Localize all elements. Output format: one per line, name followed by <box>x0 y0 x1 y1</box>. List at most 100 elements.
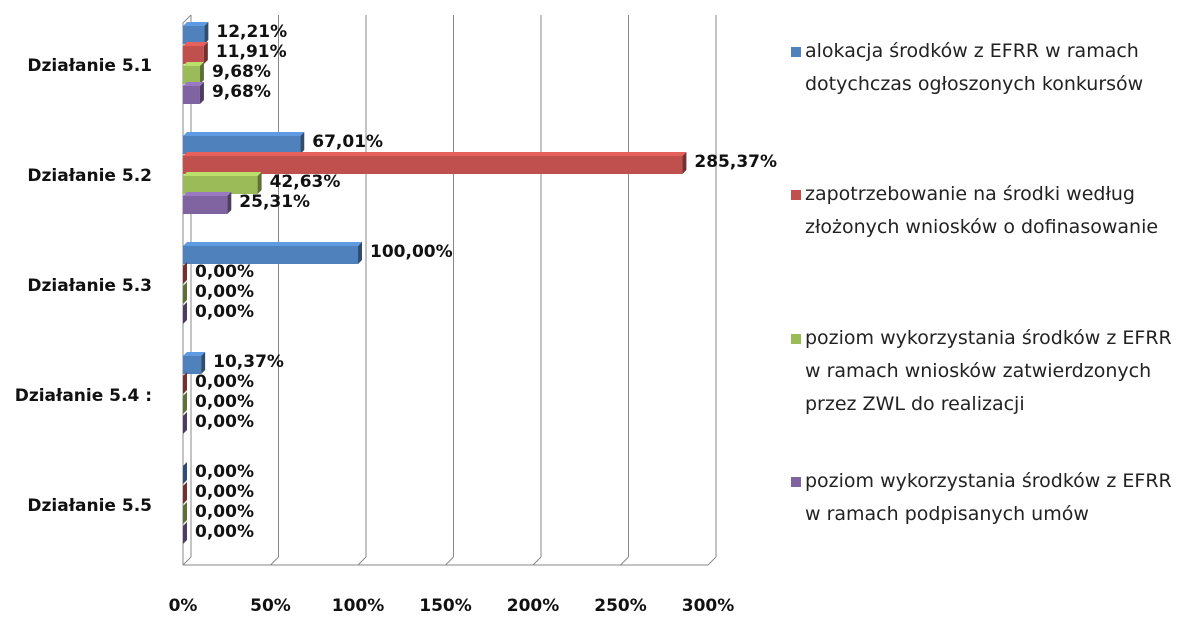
bar-top <box>183 172 262 176</box>
grid-floor <box>357 556 367 566</box>
x-tick-label: 0% <box>169 596 198 616</box>
bar-side <box>201 352 206 374</box>
bar-side <box>183 462 187 484</box>
legend-swatch <box>791 334 801 344</box>
bar-top <box>183 132 305 136</box>
grid-floor <box>707 556 717 566</box>
x-tick-label: 300% <box>682 596 735 616</box>
bar <box>183 132 305 154</box>
bar <box>183 522 187 544</box>
bar <box>183 42 208 64</box>
bar-top <box>183 352 206 356</box>
category-label: Działanie 5.4 : <box>15 386 152 406</box>
bar <box>183 412 187 434</box>
value-label: 0,00% <box>195 462 254 482</box>
bar-front <box>183 136 301 154</box>
value-label: 0,00% <box>195 372 254 392</box>
value-label: 0,00% <box>195 412 254 432</box>
legend-swatch <box>791 47 801 57</box>
grid-floor <box>532 556 542 566</box>
value-label: 11,91% <box>216 42 287 62</box>
bar-top <box>183 62 204 66</box>
bar-side <box>183 522 187 544</box>
bar <box>183 482 187 504</box>
bar <box>183 352 206 374</box>
bar-front <box>183 196 228 214</box>
legend-entry: poziom wykorzystania środków z EFRR w ra… <box>791 322 1190 421</box>
bar-side <box>199 82 204 104</box>
bar-side <box>203 42 208 64</box>
bar-side <box>183 412 187 434</box>
category-label: Działanie 5.2 <box>27 166 152 186</box>
axis-left-top <box>182 14 192 24</box>
value-label: 12,21% <box>216 22 287 42</box>
x-tick-label: 100% <box>332 596 385 616</box>
bar-side <box>257 172 262 194</box>
value-label: 0,00% <box>195 282 254 302</box>
value-label: 0,00% <box>195 392 254 412</box>
bar-front <box>183 66 200 84</box>
bar <box>183 282 187 304</box>
legend-label: alokacja środków z EFRR w ramach dotychc… <box>805 40 1144 95</box>
bar-side <box>183 482 187 504</box>
bar <box>183 502 187 524</box>
bar-side <box>183 392 187 414</box>
category-label: Działanie 5.5 <box>27 496 152 516</box>
legend-label: poziom wykorzystania środków z EFRR w ra… <box>805 470 1172 525</box>
value-label: 0,00% <box>195 482 254 502</box>
category-label: Działanie 5.1 <box>27 56 152 76</box>
bar-side <box>183 502 187 524</box>
bar-top <box>183 82 204 86</box>
legend-label: poziom wykorzystania środków z EFRR w ra… <box>805 327 1172 415</box>
bar <box>183 242 362 264</box>
bar-side <box>183 282 187 304</box>
bar-front <box>183 356 202 374</box>
bar-top <box>183 192 232 196</box>
bar <box>183 462 187 484</box>
value-label: 9,68% <box>212 82 271 102</box>
bar-side <box>358 242 362 264</box>
bar <box>183 22 209 44</box>
bar <box>183 82 204 104</box>
bar <box>183 62 204 84</box>
x-tick-label: 250% <box>594 596 647 616</box>
category-label: Działanie 5.3 <box>27 276 152 296</box>
bar-side <box>199 62 204 84</box>
legend-swatch <box>791 477 801 487</box>
bar-front <box>183 246 358 264</box>
value-label: 42,63% <box>270 172 341 192</box>
bar-front <box>183 26 205 44</box>
bar-top <box>183 42 208 46</box>
bar-front <box>183 86 200 104</box>
bar <box>183 302 187 324</box>
bar-top <box>183 22 209 26</box>
bar-top <box>183 242 362 246</box>
grid-floor <box>270 556 279 566</box>
grid-floor <box>620 556 629 566</box>
x-tick-label: 150% <box>419 596 472 616</box>
bar-side <box>204 22 209 44</box>
value-label: 67,01% <box>312 132 383 152</box>
value-label: 285,37% <box>694 152 777 172</box>
bar <box>183 262 187 284</box>
bar-top <box>183 152 687 156</box>
legend-entry: poziom wykorzystania środków z EFRR w ra… <box>791 465 1190 531</box>
legend-label: zapotrzebowanie na środki według złożony… <box>805 183 1159 238</box>
bar <box>183 172 262 194</box>
bar <box>183 372 187 394</box>
value-label: 10,37% <box>213 352 284 372</box>
bar-side <box>682 152 687 174</box>
bar-side <box>183 372 187 394</box>
legend-entry: alokacja środków z EFRR w ramach dotychc… <box>791 35 1190 101</box>
grid-floor <box>182 556 192 566</box>
value-label: 0,00% <box>195 522 254 542</box>
value-label: 0,00% <box>195 262 254 282</box>
value-label: 0,00% <box>195 502 254 522</box>
legend-entry: zapotrzebowanie na środki według złożony… <box>791 178 1190 244</box>
grid-floor <box>445 556 454 566</box>
bar-side <box>183 262 187 284</box>
x-tick-label: 200% <box>507 596 560 616</box>
value-label: 100,00% <box>370 242 453 262</box>
